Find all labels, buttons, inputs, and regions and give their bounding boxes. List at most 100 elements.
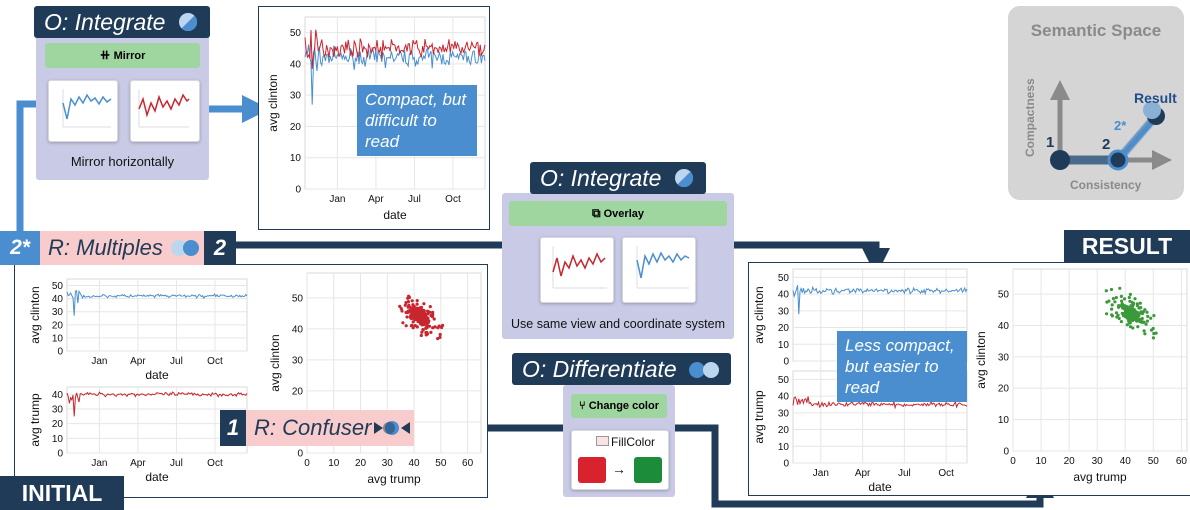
confuser-rule-label: R: Confuser xyxy=(254,415,372,440)
scatter-point xyxy=(1119,294,1123,298)
scatter-point xyxy=(428,305,432,309)
scatter-point xyxy=(425,323,429,327)
scatter-point xyxy=(1119,320,1123,324)
scatter-point xyxy=(1114,311,1119,315)
red-swatch[interactable] xyxy=(578,457,606,483)
scatter-point xyxy=(1142,329,1146,333)
mirror-thumbnail-blue xyxy=(48,80,118,142)
green-swatch[interactable] xyxy=(634,457,662,483)
result-point-label: Result xyxy=(1134,90,1177,106)
mirror-caption: Mirror horizontally xyxy=(70,154,175,169)
y-tick-label: 40 xyxy=(998,321,1010,332)
x-tick-label: Jul xyxy=(408,194,421,205)
scatter-point xyxy=(438,335,442,339)
scatter-point xyxy=(427,324,432,328)
scatter-point xyxy=(1131,301,1136,305)
scatter-point xyxy=(1117,316,1121,321)
series-line xyxy=(304,29,486,69)
scatter-point xyxy=(1140,316,1144,321)
result-marker xyxy=(1143,101,1161,119)
x-tick-label: Oct xyxy=(207,458,223,469)
initial-label: INITIAL xyxy=(0,476,124,510)
series-line xyxy=(792,285,968,315)
fill-color-widget[interactable]: FillColor → xyxy=(571,430,669,490)
scatter-point xyxy=(1128,325,1133,329)
scatter-point xyxy=(1120,304,1124,308)
x-tick-label: Jan xyxy=(91,356,107,367)
x-axis-label: avg trump xyxy=(367,472,421,486)
scatter-point xyxy=(411,305,416,310)
result-label: RESULT xyxy=(1064,230,1190,262)
series-line xyxy=(66,391,248,417)
scatter-point xyxy=(1117,304,1121,308)
scatter-point xyxy=(1141,320,1145,324)
change-color-button-label: Change color xyxy=(588,400,659,412)
y-tick-label: 10 xyxy=(778,442,790,453)
mirror-button[interactable]: ⧺ Mirror xyxy=(45,43,200,68)
differentiate-operator-title-text: O: Differentiate xyxy=(522,356,677,382)
scatter-point xyxy=(1113,300,1117,304)
scatter-point xyxy=(409,324,413,328)
semantic-space-panel: Semantic Space Compactness Consistency 1… xyxy=(1008,6,1184,200)
scatter-point xyxy=(1131,318,1135,322)
scatter-point xyxy=(423,315,427,319)
series-line xyxy=(792,396,968,410)
y-tick-label: 50 xyxy=(778,375,790,386)
scatter-point xyxy=(1105,312,1109,316)
scatter-point xyxy=(1146,314,1150,318)
x-axis-label: date xyxy=(145,368,169,382)
confuser-badge: 1 xyxy=(220,410,246,446)
x-tick-label: Oct xyxy=(445,194,461,205)
scatter-point xyxy=(1114,296,1118,300)
scatter-point xyxy=(422,320,426,324)
x-tick-label: Jul xyxy=(170,356,183,367)
scatter-point xyxy=(398,304,402,308)
x-tick-label: Apr xyxy=(368,194,384,205)
scatter-point xyxy=(415,302,419,306)
differentiate-operator-title: O: Differentiate xyxy=(512,353,732,385)
scatter-point xyxy=(416,312,420,316)
scatter-point xyxy=(403,303,407,307)
scatter-point xyxy=(1135,302,1139,306)
scatter-point xyxy=(400,309,404,313)
less-compact-note: Less compact, but easier to read xyxy=(837,331,967,402)
x-tick-label: 10 xyxy=(328,458,340,469)
scatter-point xyxy=(1152,314,1156,318)
x-axis-label: avg trump xyxy=(1073,470,1127,484)
scatter-point xyxy=(407,294,411,298)
differentiate-icon xyxy=(689,362,720,378)
scatter-point xyxy=(1115,315,1119,319)
y-tick-label: 20 xyxy=(778,323,790,334)
mirror-chart-frame: 0 10 20 30 40 50 Jan Apr Jul Oct date avg clinton C… xyxy=(258,6,490,230)
scatter-point xyxy=(1136,325,1140,329)
y-tick-label: 10 xyxy=(998,415,1010,426)
y-tick-label: 0 xyxy=(783,357,789,368)
scatter-point xyxy=(399,307,403,311)
multiples-badge: 2 xyxy=(204,231,236,265)
scatter-point xyxy=(422,302,426,306)
y-tick-label: 30 xyxy=(52,405,64,416)
x-tick-label: 0 xyxy=(304,458,310,469)
scatter-point xyxy=(438,332,442,337)
y-tick-label: 50 xyxy=(998,290,1010,301)
y-tick-label: 20 xyxy=(292,386,304,397)
y-tick-label: 20 xyxy=(52,320,64,331)
consistency-label: Consistency xyxy=(1070,178,1142,192)
change-color-button[interactable]: ⑂ Change color xyxy=(571,394,667,418)
series-line xyxy=(66,289,248,316)
x-tick-label: 60 xyxy=(462,458,474,469)
y-axis-label: avg clinton xyxy=(266,74,280,131)
y-axis-label: avg clinton xyxy=(28,286,42,343)
scatter-point xyxy=(413,314,417,318)
y-tick-label: 50 xyxy=(292,293,304,304)
overlay-button[interactable]: ⧉ Overlay xyxy=(509,201,727,226)
overlay-icon: ⧉ xyxy=(591,206,601,220)
y-tick-label: 40 xyxy=(778,290,790,301)
scatter-point xyxy=(409,309,414,314)
scatter-point xyxy=(433,325,437,329)
scatter-point xyxy=(420,330,424,334)
scatter-point xyxy=(432,317,436,321)
scatter-point xyxy=(413,318,417,322)
plot-area xyxy=(1012,268,1188,452)
multiples-to-result-arrow xyxy=(236,241,890,276)
